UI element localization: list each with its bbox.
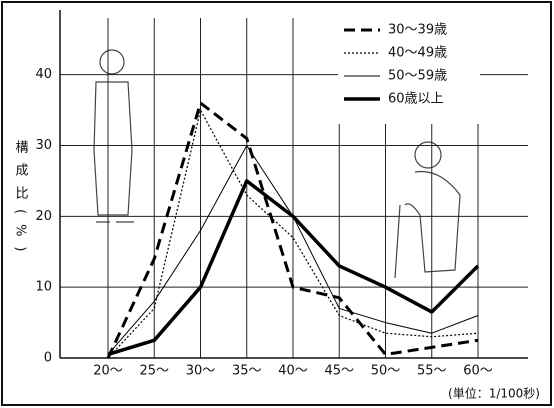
chart: 構成比(%) (単位：1/100秒) 0 10 20 30 40 20～ 25～ 30～ 35～… (0, 0, 554, 408)
x-tick-label: 45～ (324, 364, 354, 379)
illustration-elder-standing (94, 50, 134, 222)
x-tick-label: 25～ (139, 364, 169, 379)
y-tick-label: 10 (35, 280, 52, 295)
y-tick-label: 20 (35, 209, 52, 224)
x-tick-label: 50～ (371, 364, 401, 379)
x-tick-label: 20～ (93, 364, 123, 379)
unit-note: (単位：1/100秒) (448, 386, 540, 401)
x-tick-label: 30～ (186, 364, 216, 379)
y-tick-label: 40 (35, 67, 52, 82)
legend-label: 50～59歳 (388, 69, 447, 84)
x-tick-label: 55～ (417, 364, 447, 379)
x-tick-label: 60～ (463, 364, 493, 379)
y-axis-label: 構成比(%) (13, 140, 29, 262)
legend-label: 40～49歳 (388, 46, 447, 61)
x-tick-label: 40～ (278, 364, 308, 379)
illustration-elder-cane (395, 142, 460, 278)
legend-label: 60歳以上 (388, 92, 444, 107)
legend-label: 30～39歳 (388, 23, 447, 38)
y-tick-label: 30 (35, 138, 52, 153)
y-tick-label: 0 (44, 351, 52, 366)
x-tick-label: 35～ (232, 364, 262, 379)
